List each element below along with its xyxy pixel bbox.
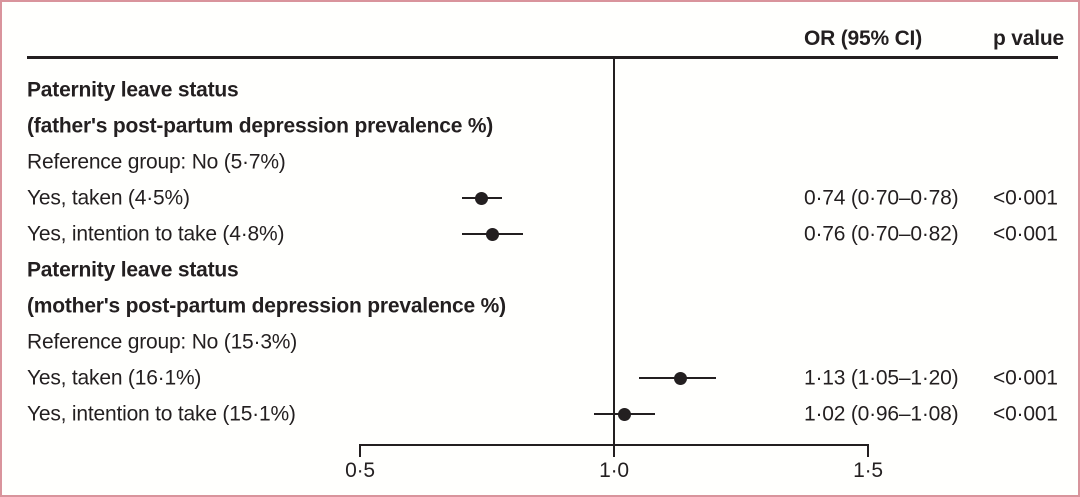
odds-ratio-point bbox=[475, 191, 489, 205]
p-value: <0·001 bbox=[993, 402, 1058, 426]
p-column-header: p value bbox=[993, 27, 1064, 50]
group-heading: Paternity leave status bbox=[27, 78, 239, 102]
odds-ratio-point bbox=[673, 371, 687, 385]
odds-ratio-point bbox=[485, 227, 499, 241]
row-label: Reference group: No (5·7%) bbox=[27, 150, 286, 174]
x-axis-tick bbox=[613, 444, 615, 457]
row-label: Reference group: No (15·3%) bbox=[27, 330, 298, 354]
p-value: <0·001 bbox=[993, 366, 1058, 390]
group-heading: Paternity leave status bbox=[27, 258, 239, 282]
x-axis-tick-label: 1·0 bbox=[599, 459, 629, 482]
row-label: Yes, intention to take (4·8%) bbox=[27, 222, 285, 246]
x-axis-tick bbox=[359, 444, 361, 457]
p-value: <0·001 bbox=[993, 186, 1058, 210]
x-axis-tick bbox=[867, 444, 869, 457]
reference-line bbox=[613, 59, 615, 457]
group-heading: (mother's post-partum depression prevale… bbox=[27, 294, 506, 318]
odds-ratio-point bbox=[617, 407, 631, 421]
or-ci-value: 0·74 (0·70–0·78) bbox=[804, 186, 959, 210]
or-ci-value: 1·13 (1·05–1·20) bbox=[804, 366, 959, 390]
or-ci-value: 0·76 (0·70–0·82) bbox=[804, 222, 959, 246]
p-value: <0·001 bbox=[993, 222, 1058, 246]
row-label: Yes, intention to take (15·1%) bbox=[27, 402, 296, 426]
header-divider-line bbox=[27, 56, 1058, 59]
x-axis-tick-label: 1·5 bbox=[853, 459, 883, 482]
group-heading: (father's post-partum depression prevale… bbox=[27, 114, 494, 138]
or-ci-value: 1·02 (0·96–1·08) bbox=[804, 402, 959, 426]
row-label: Yes, taken (16·1%) bbox=[27, 366, 202, 390]
x-axis-tick-label: 0·5 bbox=[345, 459, 375, 482]
row-label: Yes, taken (4·5%) bbox=[27, 186, 190, 210]
or-column-header: OR (95% CI) bbox=[804, 27, 922, 50]
